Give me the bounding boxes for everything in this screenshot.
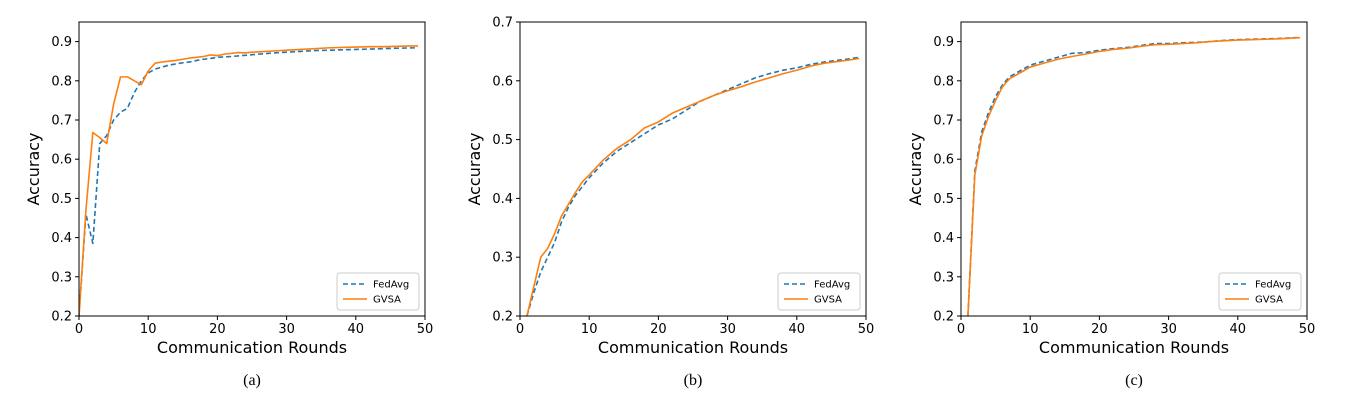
y-tick-label: 0.9 bbox=[51, 35, 72, 50]
legend: FedAvg GVSA bbox=[777, 272, 861, 311]
panel-caption: (c) bbox=[1125, 372, 1143, 389]
x-tick-label: 20 bbox=[650, 322, 667, 337]
panel-caption: (b) bbox=[684, 372, 703, 389]
x-tick-label: 40 bbox=[789, 322, 806, 337]
legend-box bbox=[777, 272, 861, 311]
y-tick-label: 0.9 bbox=[933, 35, 954, 50]
y-tick-label: 0.5 bbox=[933, 192, 954, 207]
y-axis-label: Accuracy bbox=[465, 132, 484, 205]
x-tick-label: 30 bbox=[719, 322, 736, 337]
plot-frame bbox=[78, 21, 426, 317]
y-tick-label: 0.5 bbox=[492, 133, 513, 148]
y-axis-label: Accuracy bbox=[906, 132, 925, 205]
y-tick-label: 0.2 bbox=[933, 310, 954, 325]
series-line-gvsa bbox=[526, 57, 860, 316]
chart-panel-2: 0 10 20 30 40 50 0.2 0.3 0.4 0.5 0.6 0.7 0.8 0.9 Commu… bbox=[906, 21, 1316, 389]
legend: FedAvg GVSA bbox=[1218, 272, 1302, 311]
legend-label-fedavg: FedAvg bbox=[373, 280, 409, 291]
plot-frame bbox=[519, 21, 867, 317]
x-tick-label: 0 bbox=[516, 322, 524, 337]
legend-label-gvsa: GVSA bbox=[1255, 295, 1283, 306]
legend-label-gvsa: GVSA bbox=[373, 295, 401, 306]
series-line-gvsa bbox=[79, 45, 419, 316]
y-tick-label: 0.4 bbox=[933, 231, 954, 246]
x-tick-label: 10 bbox=[581, 322, 598, 337]
x-tick-label: 50 bbox=[417, 322, 434, 337]
series-line-gvsa bbox=[967, 36, 1301, 316]
x-tick-label: 0 bbox=[75, 322, 83, 337]
y-tick-label: 0.6 bbox=[492, 74, 513, 89]
x-tick-label: 20 bbox=[209, 322, 226, 337]
x-tick-label: 50 bbox=[858, 322, 875, 337]
y-tick-label: 0.7 bbox=[492, 16, 513, 31]
y-tick-label: 0.3 bbox=[51, 270, 72, 285]
plot-frame bbox=[960, 21, 1308, 317]
series-line-fedavg bbox=[79, 47, 419, 316]
x-axis-label: Communication Rounds bbox=[598, 338, 788, 357]
x-tick-label: 30 bbox=[278, 322, 295, 337]
chart-panel-0: 0 10 20 30 40 50 0.2 0.3 0.4 0.5 0.6 0.7 0.8 0.9 Commu… bbox=[24, 21, 434, 389]
y-tick-label: 0.3 bbox=[492, 251, 513, 266]
chart-panel-1: 0 10 20 30 40 50 0.2 0.3 0.4 0.5 0.6 0.7 Communicati… bbox=[465, 16, 874, 390]
y-tick-label: 0.4 bbox=[492, 192, 513, 207]
x-tick-label: 20 bbox=[1091, 322, 1108, 337]
legend: FedAvg GVSA bbox=[336, 272, 420, 311]
y-tick-label: 0.7 bbox=[933, 114, 954, 129]
x-tick-label: 10 bbox=[140, 322, 157, 337]
legend-box bbox=[336, 272, 420, 311]
x-tick-label: 40 bbox=[1230, 322, 1247, 337]
y-tick-label: 0.4 bbox=[51, 231, 72, 246]
legend-label-fedavg: FedAvg bbox=[814, 280, 850, 291]
y-tick-label: 0.8 bbox=[933, 74, 954, 89]
x-tick-label: 30 bbox=[1160, 322, 1177, 337]
x-axis-label: Communication Rounds bbox=[1039, 338, 1229, 357]
y-tick-label: 0.6 bbox=[51, 153, 72, 168]
y-tick-label: 0.8 bbox=[51, 74, 72, 89]
x-tick-label: 50 bbox=[1299, 322, 1316, 337]
x-axis-label: Communication Rounds bbox=[157, 338, 347, 357]
y-tick-label: 0.2 bbox=[51, 310, 72, 325]
x-tick-label: 0 bbox=[957, 322, 965, 337]
x-tick-label: 10 bbox=[1022, 322, 1039, 337]
legend-box bbox=[1218, 272, 1302, 311]
x-tick-label: 40 bbox=[348, 322, 365, 337]
legend-label-gvsa: GVSA bbox=[814, 295, 842, 306]
y-tick-label: 0.5 bbox=[51, 192, 72, 207]
legend-label-fedavg: FedAvg bbox=[1255, 280, 1291, 291]
panel-caption: (a) bbox=[243, 372, 261, 389]
series-line-fedavg bbox=[526, 56, 860, 316]
y-tick-label: 0.6 bbox=[933, 153, 954, 168]
y-axis-label: Accuracy bbox=[24, 132, 43, 205]
y-tick-label: 0.3 bbox=[933, 270, 954, 285]
y-tick-label: 0.7 bbox=[51, 114, 72, 129]
y-tick-label: 0.2 bbox=[492, 310, 513, 325]
